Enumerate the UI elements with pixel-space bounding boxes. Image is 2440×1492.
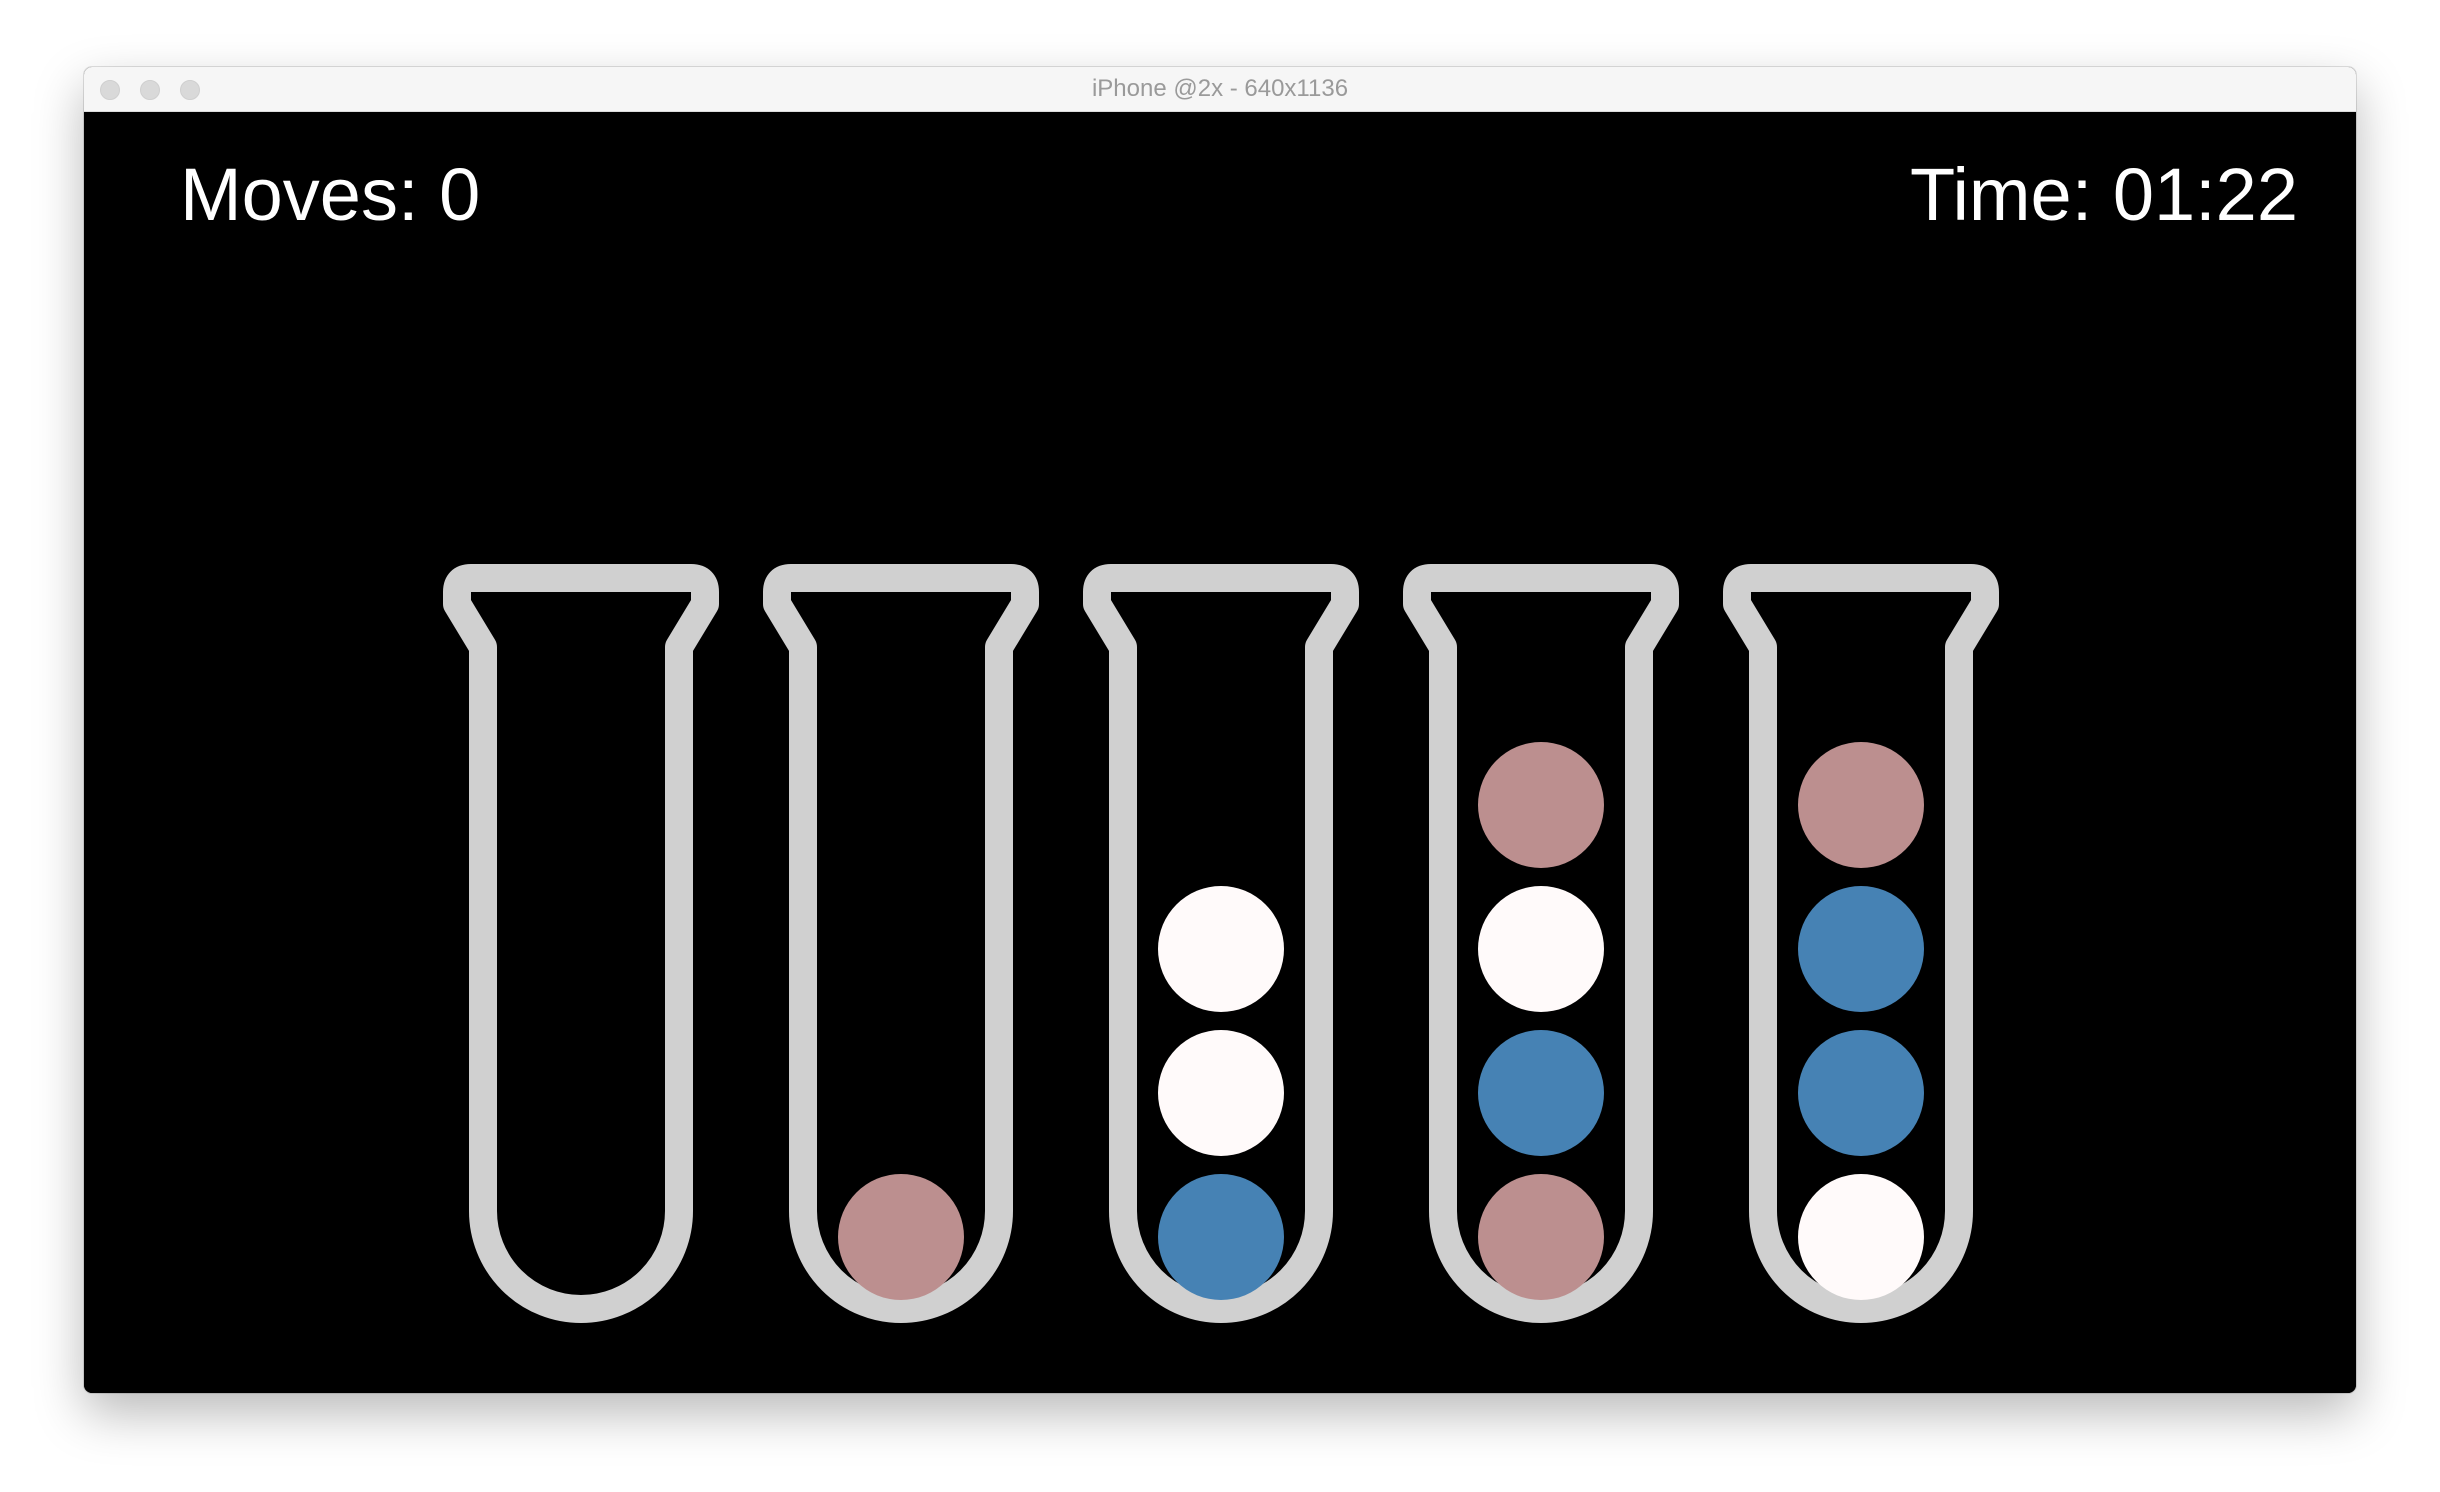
ball-blue: [1798, 1030, 1924, 1156]
ball-white: [1798, 1174, 1924, 1300]
ball-rose: [838, 1174, 964, 1300]
title-bar: iPhone @2x - 640x1136: [84, 67, 2356, 112]
ball-white: [1478, 886, 1604, 1012]
game-canvas[interactable]: Moves: 0 Time: 01:22: [84, 112, 2356, 1393]
simulator-window: iPhone @2x - 640x1136 Moves: 0 Time: 01:…: [84, 67, 2356, 1393]
tube-4[interactable]: [1417, 578, 1665, 1309]
ball-rose: [1798, 742, 1924, 868]
tube-3[interactable]: [1097, 578, 1345, 1309]
ball-white: [1158, 886, 1284, 1012]
tube-outline: [457, 578, 705, 1309]
tube-2[interactable]: [777, 578, 1025, 1309]
ball-rose: [1478, 1174, 1604, 1300]
tube-5[interactable]: [1737, 578, 1985, 1309]
tube-1[interactable]: [457, 578, 705, 1309]
ball-blue: [1158, 1174, 1284, 1300]
ball-blue: [1798, 886, 1924, 1012]
window-title: iPhone @2x - 640x1136: [84, 67, 2356, 111]
tubes-board: [84, 112, 2356, 1393]
ball-rose: [1478, 742, 1604, 868]
ball-white: [1158, 1030, 1284, 1156]
ball-blue: [1478, 1030, 1604, 1156]
